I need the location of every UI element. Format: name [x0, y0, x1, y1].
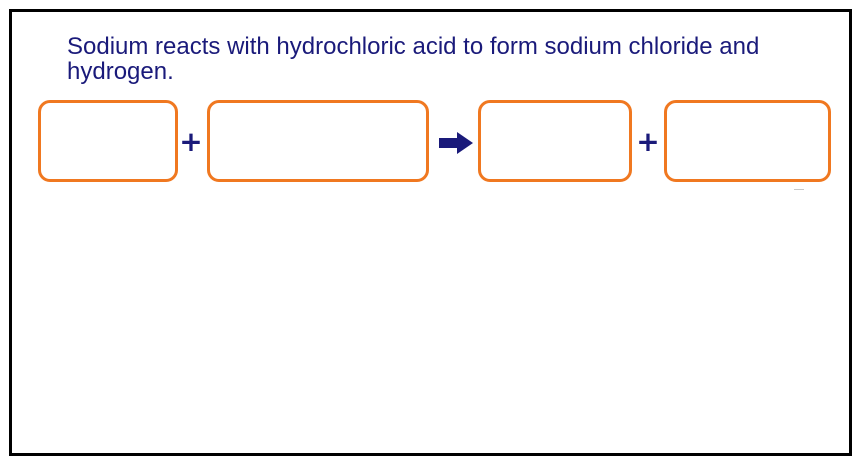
plus-sign-2: + [636, 125, 660, 158]
reactant-1-answer-box[interactable] [38, 100, 178, 182]
reactant-2-answer-box[interactable] [207, 100, 429, 182]
worksheet-slide: Sodium reacts with hydrochloric acid to … [9, 9, 852, 456]
product-2-answer-box[interactable] [664, 100, 831, 182]
plus-sign-1: + [179, 125, 203, 158]
right-arrow-icon [439, 132, 473, 154]
product-1-answer-box[interactable] [478, 100, 632, 182]
small-mark [794, 189, 804, 190]
word-equation-prompt: Sodium reacts with hydrochloric acid to … [67, 33, 760, 85]
